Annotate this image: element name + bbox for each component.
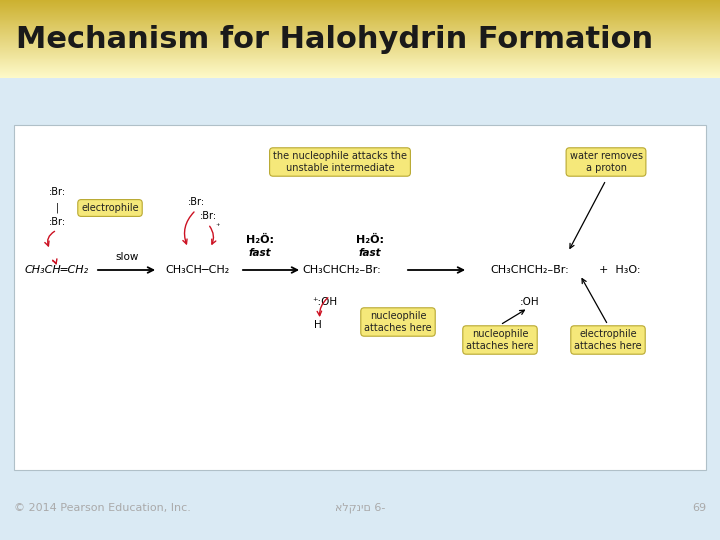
Text: :Br:: :Br:: [48, 187, 66, 197]
Text: CH₃CH═CH₂: CH₃CH═CH₂: [25, 265, 89, 275]
Text: electrophile
attaches here: electrophile attaches here: [574, 329, 642, 351]
Text: ⁺: ⁺: [216, 222, 220, 232]
Text: 69: 69: [692, 503, 706, 513]
Text: water removes
a proton: water removes a proton: [570, 151, 642, 173]
Text: H: H: [314, 320, 322, 330]
Text: :Br:: :Br:: [187, 197, 204, 207]
Text: :Br:: :Br:: [48, 217, 66, 227]
Text: :OH: :OH: [520, 297, 540, 307]
Text: electrophile: electrophile: [81, 203, 139, 213]
Text: CH₃CHCH₂–B̈r:: CH₃CHCH₂–B̈r:: [490, 265, 570, 275]
Text: ⁺:OH: ⁺:OH: [312, 297, 338, 307]
Text: nucleophile
attaches here: nucleophile attaches here: [466, 329, 534, 351]
Text: fast: fast: [359, 248, 382, 258]
Text: the nucleophile attacks the
unstable intermediate: the nucleophile attacks the unstable int…: [273, 151, 407, 173]
Text: CH₃CH─CH₂: CH₃CH─CH₂: [165, 265, 229, 275]
Text: slow: slow: [115, 252, 139, 262]
Text: CH₃CHCH₂–B̈r:: CH₃CHCH₂–B̈r:: [302, 265, 382, 275]
Text: :Br:: :Br:: [199, 211, 217, 221]
Text: H₂Ö:: H₂Ö:: [356, 235, 384, 245]
Text: אלקנים 6-: אלקנים 6-: [335, 503, 385, 513]
Text: +  H₃O:: + H₃O:: [599, 265, 641, 275]
Text: Mechanism for Halohydrin Formation: Mechanism for Halohydrin Formation: [16, 24, 653, 53]
Text: |: |: [55, 202, 58, 213]
FancyBboxPatch shape: [14, 125, 706, 470]
Text: fast: fast: [248, 248, 271, 258]
Text: H₂Ö:: H₂Ö:: [246, 235, 274, 245]
Text: nucleophile
attaches here: nucleophile attaches here: [364, 311, 432, 333]
Text: © 2014 Pearson Education, Inc.: © 2014 Pearson Education, Inc.: [14, 503, 191, 513]
